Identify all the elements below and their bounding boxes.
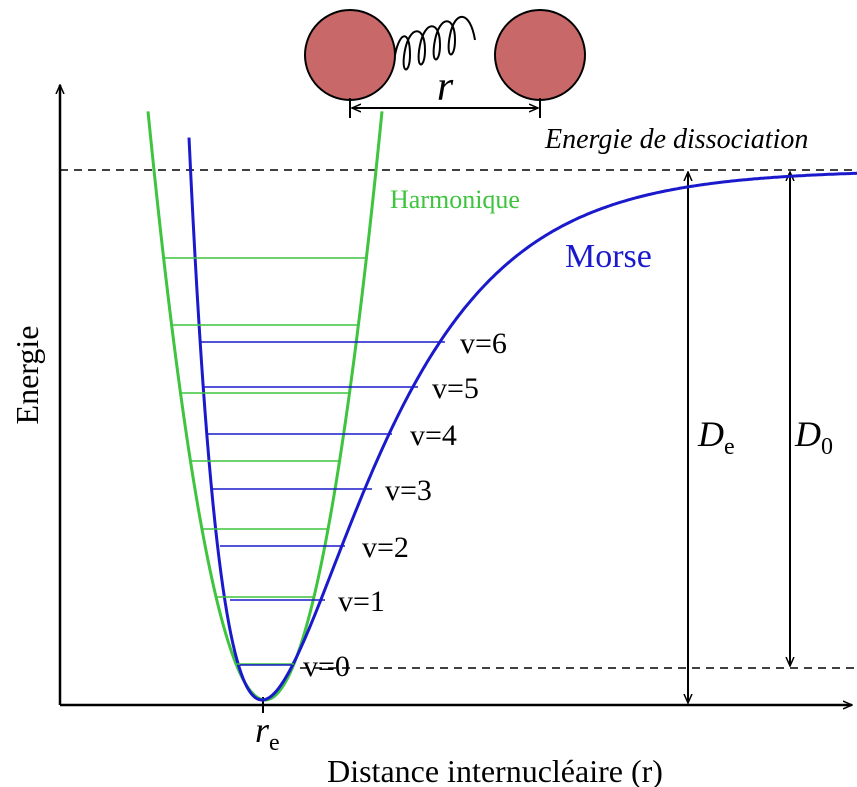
de-label: De bbox=[697, 414, 735, 460]
de-sub: e bbox=[724, 434, 735, 460]
page: {"molecule": {"label": "r"}, "dissociati… bbox=[0, 0, 857, 787]
level-label: v=4 bbox=[410, 419, 457, 452]
level-label: v=3 bbox=[385, 474, 432, 507]
y-axis-label: Energie bbox=[9, 326, 45, 425]
re-label: re bbox=[255, 710, 280, 756]
level-label: v=2 bbox=[362, 531, 409, 564]
de-main: D bbox=[697, 414, 724, 454]
atom bbox=[305, 10, 395, 100]
level-label: v=5 bbox=[432, 372, 479, 405]
re-sub: e bbox=[269, 730, 280, 756]
morse-diagram: r Energie de dissociation Harmonique Mor… bbox=[0, 0, 857, 787]
atom bbox=[495, 10, 585, 100]
distance-label: r bbox=[437, 64, 454, 110]
d0-main: D bbox=[794, 414, 821, 454]
spring bbox=[395, 17, 475, 70]
level-label: v=0 bbox=[303, 650, 350, 683]
d0-sub: 0 bbox=[821, 434, 833, 460]
d0-label: D0 bbox=[794, 414, 833, 460]
morse-label: Morse bbox=[565, 238, 652, 275]
harmonic-label: Harmonique bbox=[390, 185, 520, 214]
level-label: v=6 bbox=[460, 327, 507, 360]
level-label: v=1 bbox=[338, 585, 385, 618]
re-main: r bbox=[255, 710, 270, 750]
dissociation-label: Energie de dissociation bbox=[544, 124, 808, 155]
x-axis-label: Distance internucléaire (r) bbox=[327, 753, 663, 787]
morse-curve bbox=[189, 138, 857, 700]
